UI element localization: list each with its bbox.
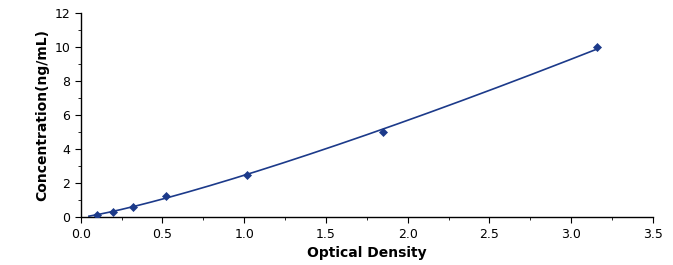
X-axis label: Optical Density: Optical Density xyxy=(307,246,427,260)
Y-axis label: Concentration(ng/mL): Concentration(ng/mL) xyxy=(35,29,49,201)
